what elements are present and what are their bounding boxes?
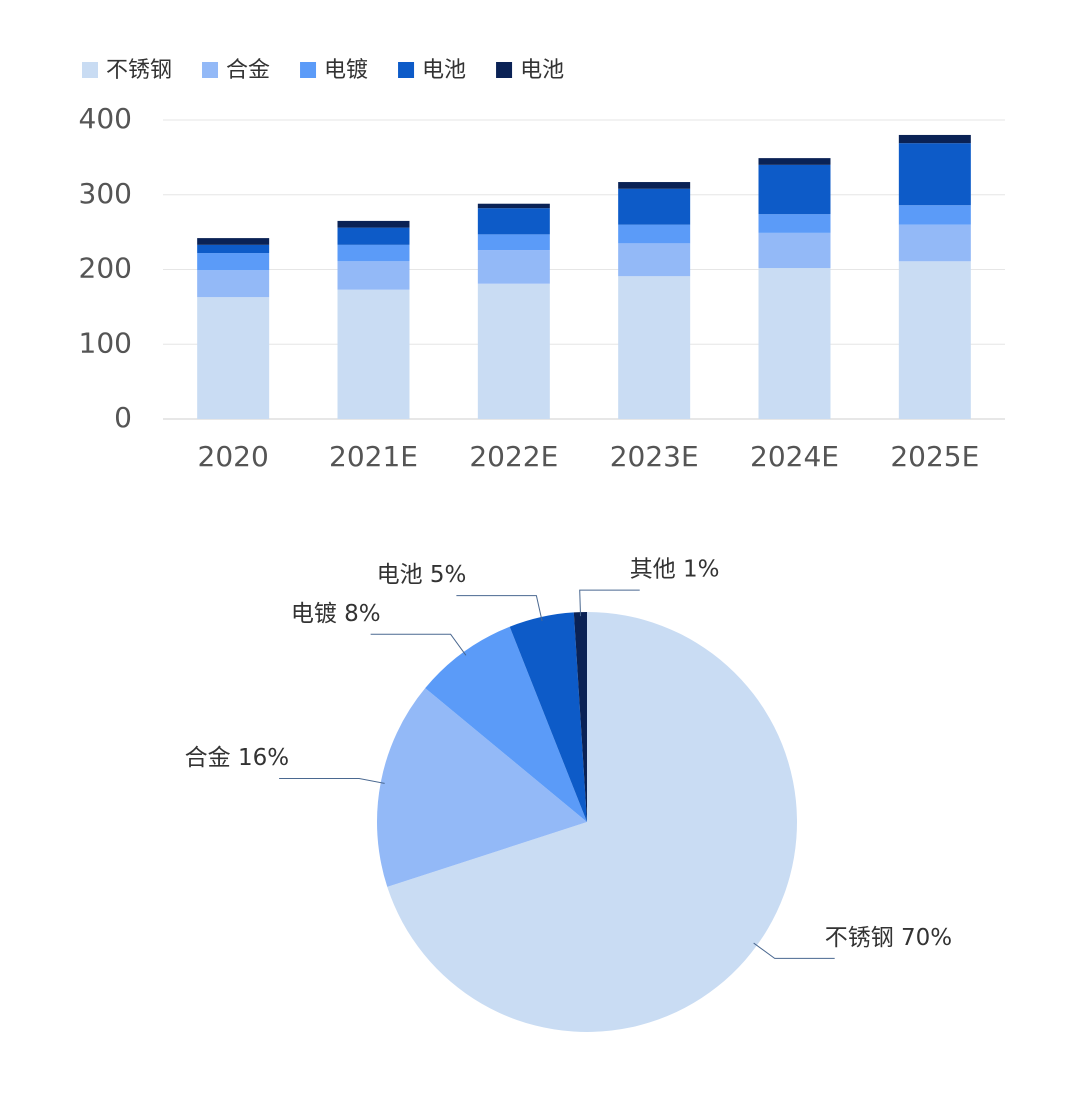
leader-line <box>753 942 835 959</box>
legend-label: 电镀 <box>324 58 368 83</box>
y-tick-label: 300 <box>79 177 132 210</box>
y-tick-label: 200 <box>79 252 132 285</box>
data-label: 合金 16% <box>185 745 289 771</box>
x-tick-label: 2022E <box>469 440 558 473</box>
pie-slice <box>387 612 798 1032</box>
legend-swatch <box>202 62 219 78</box>
leader-line <box>370 633 467 656</box>
bar-segment <box>197 297 270 419</box>
bar-segment <box>898 261 971 419</box>
x-tick-label: 2023E <box>610 440 699 473</box>
y-tick-label: 100 <box>79 326 132 359</box>
bar-segment <box>197 270 270 298</box>
data-label: 不锈钢 70% <box>825 925 952 951</box>
bar-segment <box>197 253 270 271</box>
pie-slice <box>377 688 587 887</box>
bar-segment <box>197 238 270 245</box>
bar-segment <box>337 289 410 419</box>
bar-segment <box>477 283 550 419</box>
bar-segment <box>337 261 410 290</box>
legend-swatch <box>82 62 98 78</box>
y-tick-label: 0 <box>114 401 132 434</box>
bar-segment <box>477 250 550 284</box>
legend-label: 电池 <box>422 58 466 83</box>
legend-swatch <box>398 62 415 78</box>
leader-line <box>579 589 640 617</box>
bar-segment <box>477 208 550 235</box>
x-tick-label: 2020 <box>198 440 269 473</box>
legend-label: 不锈钢 <box>106 58 172 83</box>
bar-segment <box>758 268 831 419</box>
bar-segment <box>898 134 971 144</box>
bar-segment <box>337 220 410 228</box>
bar-segment <box>758 214 831 233</box>
bar-segment <box>618 182 691 189</box>
bar-segment <box>758 232 831 269</box>
bar-segment <box>477 234 550 251</box>
leader-line <box>456 595 543 622</box>
data-label: 电镀 8% <box>291 601 381 627</box>
bar-segment <box>197 244 270 254</box>
bar-segment <box>898 143 971 206</box>
x-tick-label: 2021E <box>329 440 418 473</box>
bar-segment <box>898 205 971 225</box>
pie-slice <box>509 612 587 822</box>
bar-segment <box>477 203 550 209</box>
leader-line <box>279 778 385 784</box>
legend-swatch <box>300 62 317 78</box>
bar-segment <box>618 243 691 277</box>
bar-segment <box>337 244 410 262</box>
x-tick-label: 2024E <box>750 440 839 473</box>
y-tick-label: 400 <box>79 102 132 135</box>
bar-segment <box>618 276 691 419</box>
bar-segment <box>618 188 691 225</box>
bar-segment <box>337 227 410 245</box>
data-label: 电池 5% <box>377 562 467 588</box>
bar-segment <box>758 164 831 215</box>
bar-segment <box>758 158 831 165</box>
legend-swatch <box>496 62 513 78</box>
pie-slice <box>425 626 587 822</box>
bar-segment <box>618 224 691 244</box>
pie-slice <box>573 612 587 822</box>
data-label: 其他 1% <box>630 557 720 583</box>
x-tick-label: 2025E <box>890 440 979 473</box>
bar-segment <box>898 224 971 262</box>
legend-label: 合金 <box>226 58 270 83</box>
legend-label: 电池 <box>520 58 564 83</box>
